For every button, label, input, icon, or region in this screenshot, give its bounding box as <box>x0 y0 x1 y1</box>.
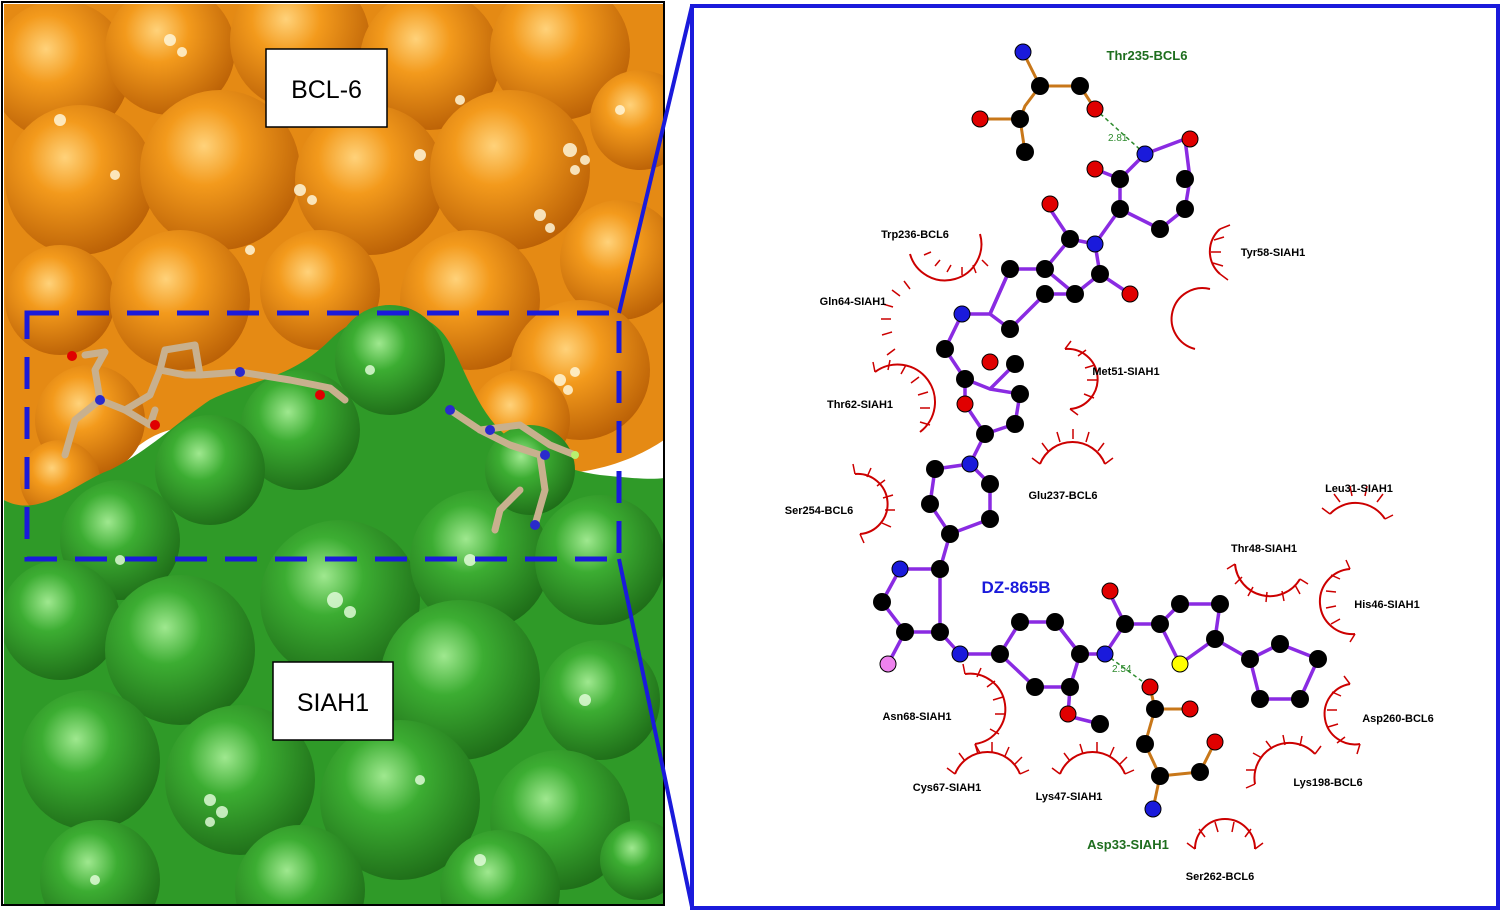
diagram-frame <box>690 4 1500 910</box>
arc-cys67 <box>954 751 1021 775</box>
arc-ser262 <box>1194 818 1256 850</box>
protein-surface-panel: BCL-6 SIAH1 <box>0 0 666 907</box>
residue-label-tyr58: Tyr58-SIAH1 <box>1241 247 1306 259</box>
image-frame <box>1 1 665 906</box>
hbond-distance-asp33: 2.54 <box>1112 664 1132 675</box>
residue-label-ser254: Ser254-BCL6 <box>785 505 853 517</box>
interaction-diagram-panel: 2.81 2.54 Thr235-BCL6 Asp33-SIAH1 Trp236… <box>690 4 1500 910</box>
residue-label-thr62: Thr62-SIAH1 <box>827 399 893 411</box>
residue-label-gln64: Gln64-SIAH1 <box>820 296 887 308</box>
carbon-atoms <box>873 77 1327 785</box>
arc-asp260 <box>1323 683 1361 746</box>
residue-label-asn68: Asn68-SIAH1 <box>882 711 951 723</box>
arc-tyr58 <box>1208 228 1221 275</box>
arc-trp236 <box>909 233 983 282</box>
arc-thr48 <box>1234 563 1301 598</box>
connector-top <box>617 5 694 314</box>
residue-label-lys198: Lys198-BCL6 <box>1293 777 1362 789</box>
ligplot-diagram: 2.81 2.54 Thr235-BCL6 Asp33-SIAH1 Trp236… <box>690 4 1500 910</box>
bcl6-label-box <box>265 48 388 128</box>
fluorine-atom <box>879 655 897 673</box>
residue-label-lys47: Lys47-SIAH1 <box>1036 791 1103 803</box>
residue-label-trp236: Trp236-BCL6 <box>881 229 949 241</box>
selection-box <box>24 310 622 562</box>
residue-label-thr235: Thr235-BCL6 <box>1107 48 1188 63</box>
sulfur-atom <box>1171 655 1189 673</box>
arc-leu31 <box>1329 501 1386 520</box>
arc-lys198 <box>1253 741 1316 785</box>
oxygen-atoms <box>956 100 1224 751</box>
hbond-asp33 <box>1104 653 1151 688</box>
arc-thr62 <box>874 363 936 433</box>
hbond-distance-thr235: 2.81 <box>1108 133 1128 144</box>
protein-surface-image: BCL-6 SIAH1 <box>1 1 665 906</box>
hbond-lines <box>1094 108 1151 688</box>
ligand-name-label: DZ-865B <box>982 578 1051 597</box>
residue-label-his46: His46-SIAH1 <box>1354 599 1419 611</box>
arc-met51 <box>1064 347 1099 410</box>
residue-label-cys67: Cys67-SIAH1 <box>913 782 981 794</box>
siah1-label: SIAH1 <box>297 689 369 717</box>
residue-label-ser262: Ser262-BCL6 <box>1186 871 1254 883</box>
residue-label-met51: Met51-SIAH1 <box>1092 366 1159 378</box>
residue-label-asp33: Asp33-SIAH1 <box>1087 837 1169 852</box>
arc-ticks <box>852 224 1394 850</box>
connector-bottom <box>617 558 694 908</box>
hydrophobic-arcs <box>854 228 1386 850</box>
arc-glu237 <box>1039 441 1106 465</box>
bcl6-label: BCL-6 <box>291 76 362 104</box>
nitrogen-atoms <box>891 43 1162 818</box>
arc-gln64 <box>1170 287 1211 350</box>
residue-label-asp260: Asp260-BCL6 <box>1362 713 1434 725</box>
residue-label-thr48: Thr48-SIAH1 <box>1231 543 1297 555</box>
hbond-thr235 <box>1094 108 1146 155</box>
siah1-label-box <box>272 661 394 741</box>
arc-asn68 <box>964 672 1007 745</box>
residue-label-glu237: Glu237-BCL6 <box>1028 490 1097 502</box>
arc-his46 <box>1318 568 1356 636</box>
arc-lys47 <box>1059 751 1126 775</box>
residue-label-leu31: Leu31-SIAH1 <box>1325 483 1393 495</box>
